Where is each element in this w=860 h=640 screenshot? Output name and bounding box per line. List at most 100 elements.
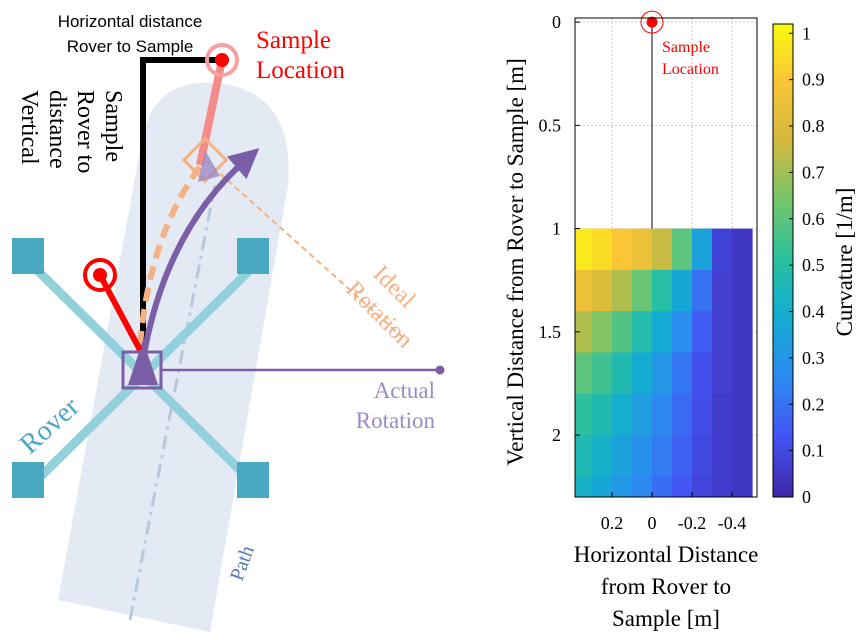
diagram: Horizontal distance Rover to Sample Samp…: [12, 12, 445, 632]
actual-dot: [435, 365, 445, 375]
y-tick-label: 0.5: [539, 115, 562, 135]
heatmap-cell: [712, 228, 733, 271]
heatmap-cell: [632, 311, 653, 354]
heatmap-cell: [612, 311, 633, 354]
heatmap-cell: [712, 435, 733, 477]
heatmap-cell: [692, 393, 713, 436]
wheel: [12, 238, 44, 274]
colorbar-tick-label: 1: [802, 23, 811, 43]
actual-path: [140, 148, 260, 361]
heatmap-cell: [612, 435, 633, 477]
y-axis-label: Vertical Distance from Rover to Sample […: [503, 58, 528, 466]
heatmap-cell: [672, 393, 693, 436]
actual-label: Rotation: [356, 408, 436, 433]
colorbar: [772, 23, 794, 498]
sample-label: Sample: [256, 27, 331, 54]
path-band: [58, 82, 289, 632]
colorbar-label: Curvature [1/m]: [832, 188, 857, 337]
colorbar-tick-label: 0: [802, 487, 811, 507]
heatmap-cell: [652, 476, 673, 497]
heatmap-cell: [712, 269, 733, 312]
y-tick-label: 2: [552, 425, 561, 445]
vertical-label: distance: [44, 90, 70, 169]
heatmap-cell: [592, 435, 613, 477]
heatmap-cell: [692, 311, 713, 354]
heatmap-cell: [575, 435, 593, 477]
x-tick-label: -0.4: [718, 513, 747, 533]
ideal-line: [204, 159, 409, 343]
heatmap-cell: [612, 393, 633, 436]
sample-ring: [205, 43, 239, 77]
heatmap-cell: [575, 476, 593, 497]
heatmap-cell: [652, 311, 673, 354]
heatmap-cell: [652, 393, 673, 436]
heatmap-cell: [672, 476, 693, 497]
heatmap-cell: [592, 311, 613, 354]
colorbar-tick-label: 0.9: [802, 70, 825, 90]
colorbar-tick-label: 0.1: [802, 441, 825, 461]
heatmap-cell: [672, 435, 693, 477]
heatmap-cell: [692, 228, 713, 271]
heatmap-cell: [692, 435, 713, 477]
x-axis-label: from Rover to: [601, 574, 731, 599]
colorbar-tick-label: 0.5: [802, 255, 825, 275]
heatmap-cell: [632, 228, 653, 271]
heatmap-cell: [575, 352, 593, 395]
horizontal-label: Horizontal distance: [58, 12, 203, 31]
heatmap-cell: [632, 352, 653, 395]
sample-dot: [93, 268, 107, 282]
colorbar-tick-label: 0.3: [802, 348, 825, 368]
heatmap-cell: [672, 269, 693, 312]
heatmap-cell: [612, 269, 633, 312]
heatmap-cell: [672, 352, 693, 395]
heatmap-cell: [712, 352, 733, 395]
colorbar-tick-label: 0.8: [802, 116, 825, 136]
heatmap-cell: [732, 352, 753, 395]
wheel: [237, 238, 269, 274]
heatmap: [575, 228, 753, 497]
path-centerline: [128, 184, 217, 621]
heatmap-cell: [592, 352, 613, 395]
colorbar-tick-label: 0.2: [802, 394, 825, 414]
heatmap-cell: [712, 393, 733, 436]
x-axis-label: Horizontal Distance: [574, 542, 759, 567]
x-tick-label: -0.2: [678, 513, 707, 533]
heatmap-cell: [612, 352, 633, 395]
heatmap-cell: [612, 228, 633, 271]
heatmap-cell: [732, 476, 753, 497]
sample-direction: [196, 59, 226, 166]
heatmap-cell: [575, 311, 593, 354]
ideal-heading: [198, 150, 220, 182]
heatmap-cell: [592, 269, 613, 312]
heatmap-cell: [592, 476, 613, 497]
heatmap-cell: [652, 435, 673, 477]
heatmap-cell: [672, 311, 693, 354]
heatmap-cell: [732, 435, 753, 477]
heatmap-cell: [732, 228, 753, 271]
horizontal-label: Rover to Sample: [67, 37, 194, 56]
wheel: [12, 462, 44, 498]
vertical-label: Sample: [100, 90, 126, 162]
rover-label: Rover: [14, 391, 86, 460]
marker: [646, 16, 658, 28]
y-tick-label: 1: [552, 219, 561, 239]
heatmap-cell: [712, 311, 733, 354]
x-axis-label: Sample [m]: [612, 606, 720, 631]
sample-ring: [83, 258, 117, 292]
heatmap-cell: [712, 476, 733, 497]
heatmap-cell: [732, 393, 753, 436]
heatmap-cell: [652, 228, 673, 271]
heatmap-cell: [575, 228, 593, 271]
colorbar-tick-label: 0.7: [802, 162, 825, 182]
heatmap-cell: [592, 228, 613, 271]
distance-lines: [140, 57, 222, 360]
heatmap-cell: [632, 476, 653, 497]
heatmap-cell: [632, 393, 653, 436]
sample-label: Location: [256, 57, 345, 84]
chart: Sample Location 0.2 0 -0.2 -0.4 0 0.5 1 1.5 2 Horiz…: [503, 10, 857, 631]
colorbar-tick-label: 0.4: [802, 302, 825, 322]
marker-label: Sample: [662, 39, 710, 56]
y-tick-label: 0: [552, 12, 561, 32]
sample-dot: [215, 53, 229, 67]
path-label: Path: [226, 543, 259, 584]
